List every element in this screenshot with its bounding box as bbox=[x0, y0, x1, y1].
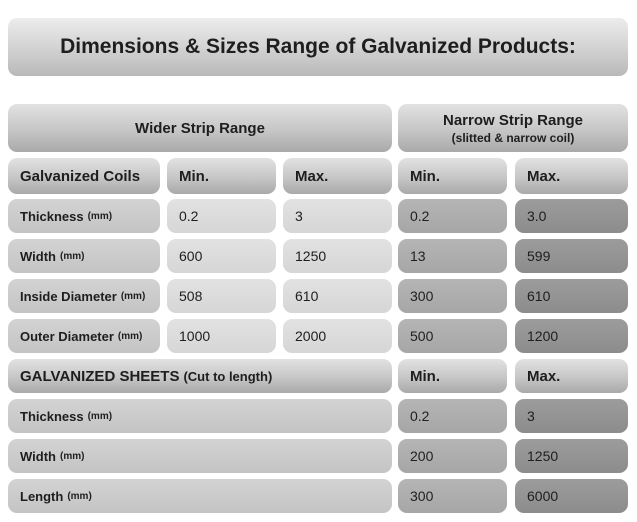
wider-strip-range-label: Wider Strip Range bbox=[135, 119, 265, 137]
row-unit: (mm) bbox=[117, 330, 143, 342]
coils-outer-diameter-wider-min: 1000 bbox=[167, 319, 276, 353]
cell-value: 3.0 bbox=[527, 208, 547, 224]
wider-min-label: Min. bbox=[179, 167, 209, 185]
cell-value: 599 bbox=[527, 248, 551, 264]
page-title: Dimensions & Sizes Range of Galvanized P… bbox=[8, 18, 628, 76]
row-unit: (mm) bbox=[120, 290, 146, 302]
sheets-thickness-max: 3 bbox=[515, 399, 628, 433]
sheets-row-thickness-label: Thickness (mm) bbox=[8, 399, 392, 433]
cell-value: 500 bbox=[410, 328, 434, 344]
sheets-width-max: 1250 bbox=[515, 439, 628, 473]
sheets-length-max: 6000 bbox=[515, 479, 628, 513]
narrow-max-label: Max. bbox=[527, 167, 561, 185]
sheets-max-header: Max. bbox=[515, 359, 628, 393]
wider-max-label: Max. bbox=[295, 167, 329, 185]
cell-value: 13 bbox=[410, 248, 426, 264]
cell-value: 6000 bbox=[527, 488, 559, 504]
coils-thickness-wider-max: 3 bbox=[283, 199, 392, 233]
cell-value: 600 bbox=[179, 248, 203, 264]
coils-inside-diameter-narrow-min: 300 bbox=[398, 279, 507, 313]
coils-thickness-narrow-max: 3.0 bbox=[515, 199, 628, 233]
wider-min-header: Min. bbox=[167, 158, 276, 194]
row-unit: (mm) bbox=[59, 250, 85, 262]
cell-value: 1250 bbox=[527, 448, 559, 464]
row-unit: (mm) bbox=[87, 210, 113, 222]
cell-value: 200 bbox=[410, 448, 434, 464]
row-unit: (mm) bbox=[67, 490, 92, 502]
cell-value: 610 bbox=[295, 288, 319, 304]
coils-width-wider-min: 600 bbox=[167, 239, 276, 273]
sheets-thickness-min: 0.2 bbox=[398, 399, 507, 433]
galvanized-sheets-label: GALVANIZED SHEETS bbox=[20, 367, 180, 385]
row-label: Width bbox=[20, 448, 56, 464]
narrow-strip-range-label: Narrow Strip Range bbox=[442, 111, 584, 129]
cell-value: 300 bbox=[410, 488, 434, 504]
cell-value: 300 bbox=[410, 288, 434, 304]
coils-outer-diameter-narrow-min: 500 bbox=[398, 319, 507, 353]
narrow-strip-range-header: Narrow Strip Range (slitted & narrow coi… bbox=[398, 104, 628, 152]
cell-value: 1200 bbox=[527, 328, 559, 344]
row-label: Inside Diameter bbox=[20, 288, 117, 304]
row-label: Width bbox=[20, 248, 56, 264]
row-label: Thickness bbox=[20, 408, 84, 424]
sheets-row-length-label: Length (mm) bbox=[8, 479, 392, 513]
narrow-min-label: Min. bbox=[410, 167, 440, 185]
sheets-max-label: Max. bbox=[527, 367, 561, 385]
coils-inside-diameter-narrow-max: 610 bbox=[515, 279, 628, 313]
cell-value: 3 bbox=[295, 208, 303, 224]
narrow-strip-range-sublabel: (slitted & narrow coil) bbox=[451, 130, 575, 145]
narrow-min-header: Min. bbox=[398, 158, 507, 194]
coils-width-wider-max: 1250 bbox=[283, 239, 392, 273]
wider-max-header: Max. bbox=[283, 158, 392, 194]
coils-width-narrow-min: 13 bbox=[398, 239, 507, 273]
cell-value: 1000 bbox=[179, 328, 211, 344]
cell-value: 610 bbox=[527, 288, 551, 304]
sheets-min-header: Min. bbox=[398, 359, 507, 393]
galvanized-coils-header: Galvanized Coils bbox=[8, 158, 160, 194]
cell-value: 508 bbox=[179, 288, 203, 304]
cell-value: 0.2 bbox=[410, 208, 430, 224]
row-label: Length bbox=[20, 488, 64, 504]
cell-value: 2000 bbox=[295, 328, 327, 344]
coils-row-width-label: Width (mm) bbox=[8, 239, 160, 273]
cell-value: 1250 bbox=[295, 248, 327, 264]
coils-width-narrow-max: 599 bbox=[515, 239, 628, 273]
coils-outer-diameter-wider-max: 2000 bbox=[283, 319, 392, 353]
coils-row-inside-diameter-label: Inside Diameter (mm) bbox=[8, 279, 160, 313]
sheets-length-min: 300 bbox=[398, 479, 507, 513]
galvanized-sheets-note: (Cut to length) bbox=[183, 368, 273, 384]
row-unit: (mm) bbox=[59, 450, 85, 462]
coils-thickness-wider-min: 0.2 bbox=[167, 199, 276, 233]
coils-thickness-narrow-min: 0.2 bbox=[398, 199, 507, 233]
coils-row-outer-diameter-label: Outer Diameter (mm) bbox=[8, 319, 160, 353]
coils-outer-diameter-narrow-max: 1200 bbox=[515, 319, 628, 353]
galvanized-sheets-header: GALVANIZED SHEETS (Cut to length) bbox=[8, 359, 392, 393]
coils-inside-diameter-wider-max: 610 bbox=[283, 279, 392, 313]
row-label: Outer Diameter bbox=[20, 328, 114, 344]
cell-value: 3 bbox=[527, 408, 535, 424]
narrow-max-header: Max. bbox=[515, 158, 628, 194]
galvanized-coils-label: Galvanized Coils bbox=[20, 167, 141, 185]
coils-inside-diameter-wider-min: 508 bbox=[167, 279, 276, 313]
cell-value: 0.2 bbox=[179, 208, 199, 224]
page-title-text: Dimensions & Sizes Range of Galvanized P… bbox=[60, 35, 576, 58]
sheets-min-label: Min. bbox=[410, 367, 440, 385]
cell-value: 0.2 bbox=[410, 408, 430, 424]
sheets-row-width-label: Width (mm) bbox=[8, 439, 392, 473]
coils-row-thickness-label: Thickness (mm) bbox=[8, 199, 160, 233]
sheets-width-min: 200 bbox=[398, 439, 507, 473]
wider-strip-range-header: Wider Strip Range bbox=[8, 104, 392, 152]
row-label: Thickness bbox=[20, 208, 84, 224]
row-unit: (mm) bbox=[87, 410, 113, 422]
